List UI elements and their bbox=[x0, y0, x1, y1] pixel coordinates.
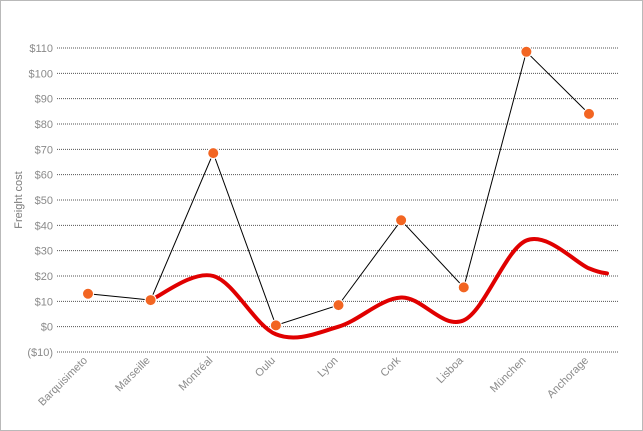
x-tick-label: Anchorage bbox=[545, 355, 591, 401]
y-tick-label: $110 bbox=[29, 43, 53, 55]
x-tick-label: München bbox=[488, 355, 528, 395]
y-axis-label: Freight cost bbox=[13, 171, 25, 228]
data-series bbox=[87, 50, 590, 327]
grid-lines bbox=[57, 47, 619, 353]
y-tick-label: $90 bbox=[35, 94, 53, 106]
y-tick-label: $10 bbox=[35, 296, 53, 308]
y-tick-label: $80 bbox=[35, 119, 53, 131]
y-tick-label: $20 bbox=[35, 271, 53, 283]
x-tick-label: Montréal bbox=[177, 355, 216, 394]
data-point[interactable] bbox=[82, 287, 94, 300]
trend-line bbox=[148, 237, 609, 340]
data-point[interactable] bbox=[457, 281, 470, 294]
series-line bbox=[87, 50, 590, 327]
data-point[interactable] bbox=[207, 147, 220, 160]
data-point[interactable] bbox=[269, 319, 282, 332]
y-tick-label: $30 bbox=[35, 246, 53, 258]
x-tick-label: Barquisimeto bbox=[36, 355, 90, 409]
data-point[interactable] bbox=[520, 45, 533, 58]
y-tick-label: $60 bbox=[35, 170, 53, 182]
y-tick-label: $50 bbox=[35, 195, 53, 207]
x-tick-label: Cork bbox=[378, 354, 403, 379]
x-axis-labels: Barquisimeto Marseille Montréal Oulu Lyon Cor… bbox=[36, 354, 591, 409]
y-tick-label: $40 bbox=[35, 220, 53, 232]
data-point[interactable] bbox=[332, 299, 345, 312]
y-tick-label: ($10) bbox=[27, 347, 53, 359]
x-tick-label: Lyon bbox=[316, 355, 341, 380]
data-points bbox=[82, 45, 595, 332]
y-axis-ticks: $110 $100 $90 $80 $70 $60 $50 $40 $30 $20 $10 $0 ($1… bbox=[27, 43, 53, 359]
data-point[interactable] bbox=[144, 294, 157, 307]
y-tick-label: $0 bbox=[41, 322, 53, 334]
x-tick-label: Marseille bbox=[113, 355, 153, 395]
y-tick-label: $70 bbox=[35, 144, 53, 156]
data-point[interactable] bbox=[583, 107, 595, 120]
data-point[interactable] bbox=[395, 214, 408, 227]
y-tick-label: $100 bbox=[29, 68, 53, 80]
trend-series bbox=[148, 237, 609, 340]
x-tick-label: Oulu bbox=[253, 355, 278, 380]
x-tick-label: Lisboa bbox=[434, 354, 466, 386]
